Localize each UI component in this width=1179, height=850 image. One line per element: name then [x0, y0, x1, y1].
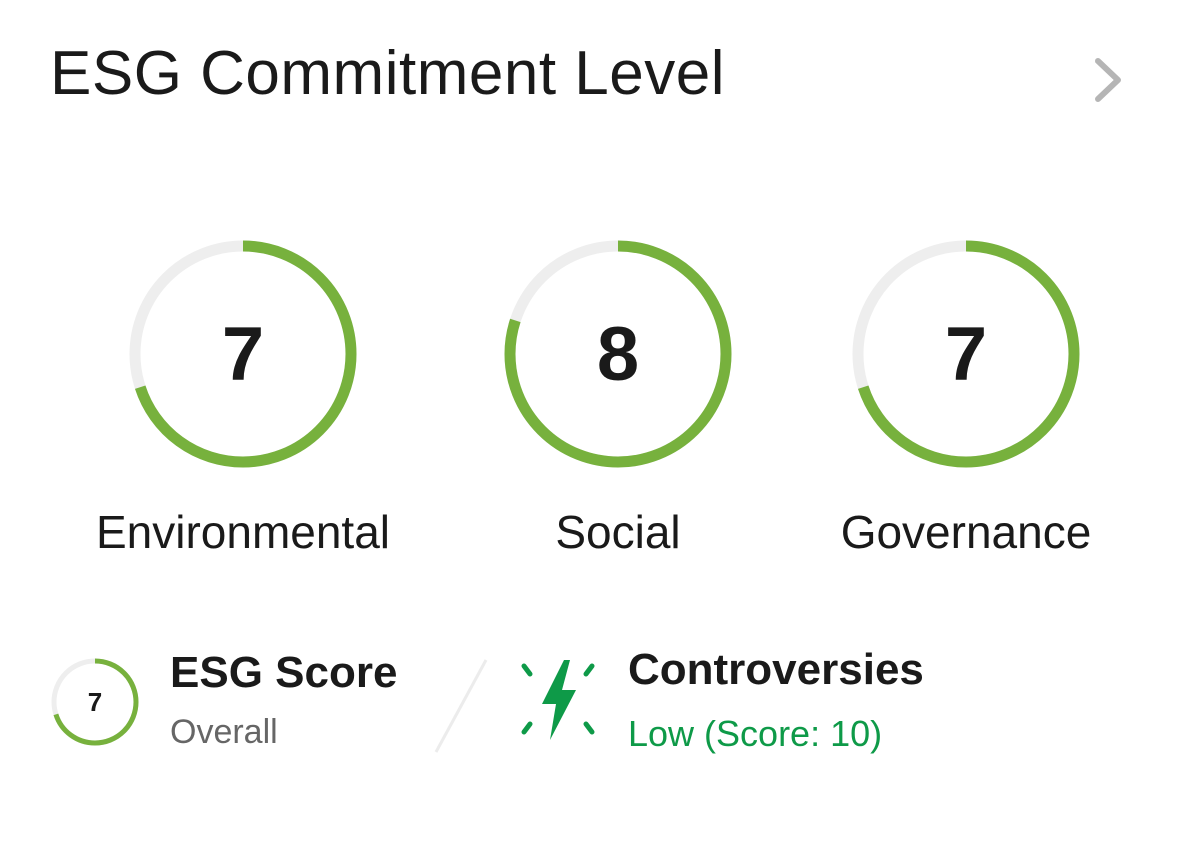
ring-progress [852, 240, 1080, 468]
esg-score-subtitle: Overall [170, 713, 278, 751]
chevron-right-icon[interactable] [1088, 55, 1128, 105]
governance-label: Governance [840, 506, 1092, 558]
esg-score-title: ESG Score [170, 648, 398, 697]
divider [434, 659, 488, 753]
progress-ring [852, 240, 1080, 468]
lightning-bolt-icon [521, 660, 595, 740]
governance-score-ring: 7 [852, 240, 1080, 468]
controversies-title: Controversies [628, 645, 924, 694]
progress-ring [129, 240, 357, 468]
progress-ring [504, 240, 732, 468]
social-label: Social [555, 506, 681, 558]
environmental-score: 7 [221, 311, 265, 397]
social-score: 8 [596, 311, 640, 397]
esg-score-ring: 7 [50, 657, 140, 747]
controversies-level: Low (Score: 10) [628, 713, 883, 754]
progress-ring [51, 658, 139, 746]
environmental-score-ring: 7 [129, 240, 357, 468]
ring-progress [51, 658, 139, 746]
environmental-label: Environmental [95, 506, 391, 558]
ring-progress [504, 240, 732, 468]
ring-progress [129, 240, 357, 468]
esg-score-value: 7 [87, 686, 103, 717]
page-title: ESG Commitment Level [50, 39, 725, 108]
social-score-ring: 8 [504, 240, 732, 468]
governance-score: 7 [944, 311, 988, 397]
